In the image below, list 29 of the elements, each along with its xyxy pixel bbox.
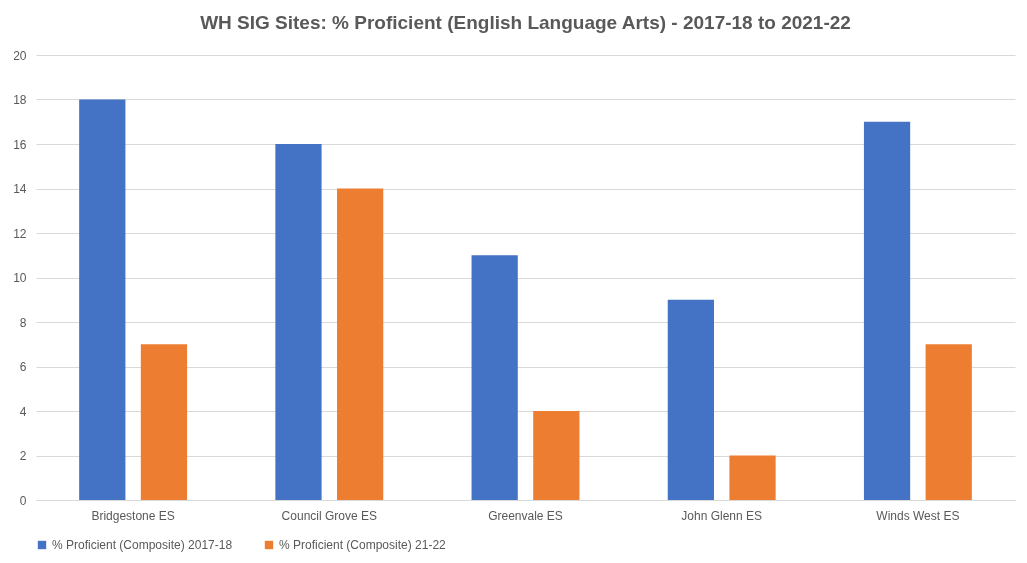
bar	[925, 344, 972, 500]
legend-label: % Proficient (Composite) 2017-18	[52, 538, 233, 552]
y-tick-label: 10	[13, 271, 27, 285]
chart-title: WH SIG Sites: % Proficient (English Language Arts) - 2017-18 to 2021-22	[200, 12, 851, 33]
x-tick-label: Council Grove ES	[281, 508, 377, 523]
y-tick-label: 16	[13, 137, 27, 152]
bar	[140, 344, 188, 500]
y-tick-label: 8	[19, 315, 27, 330]
bar	[667, 299, 714, 500]
y-tick-label: 2	[19, 449, 27, 463]
bar	[275, 144, 322, 500]
y-tick-label: 14	[13, 182, 27, 196]
bar	[533, 411, 580, 500]
bar	[863, 121, 911, 500]
bar	[729, 455, 776, 500]
y-tick-label: 4	[19, 404, 27, 419]
x-tick-label: Winds West ES	[876, 508, 960, 523]
y-tick-label: 20	[13, 48, 27, 63]
bar	[337, 188, 384, 500]
y-tick-label: 18	[13, 93, 27, 107]
y-tick-label: 6	[19, 360, 27, 374]
x-tick-label: Bridgestone ES	[91, 508, 175, 523]
y-tick-label: 12	[13, 226, 27, 241]
bar	[79, 99, 126, 500]
x-tick-label: Greenvale ES	[488, 508, 563, 523]
y-tick-label: 0	[19, 493, 27, 508]
x-tick-label: John Glenn ES	[681, 508, 763, 523]
legend-label: % Proficient (Composite) 21-22	[279, 538, 447, 552]
bar	[471, 255, 518, 500]
